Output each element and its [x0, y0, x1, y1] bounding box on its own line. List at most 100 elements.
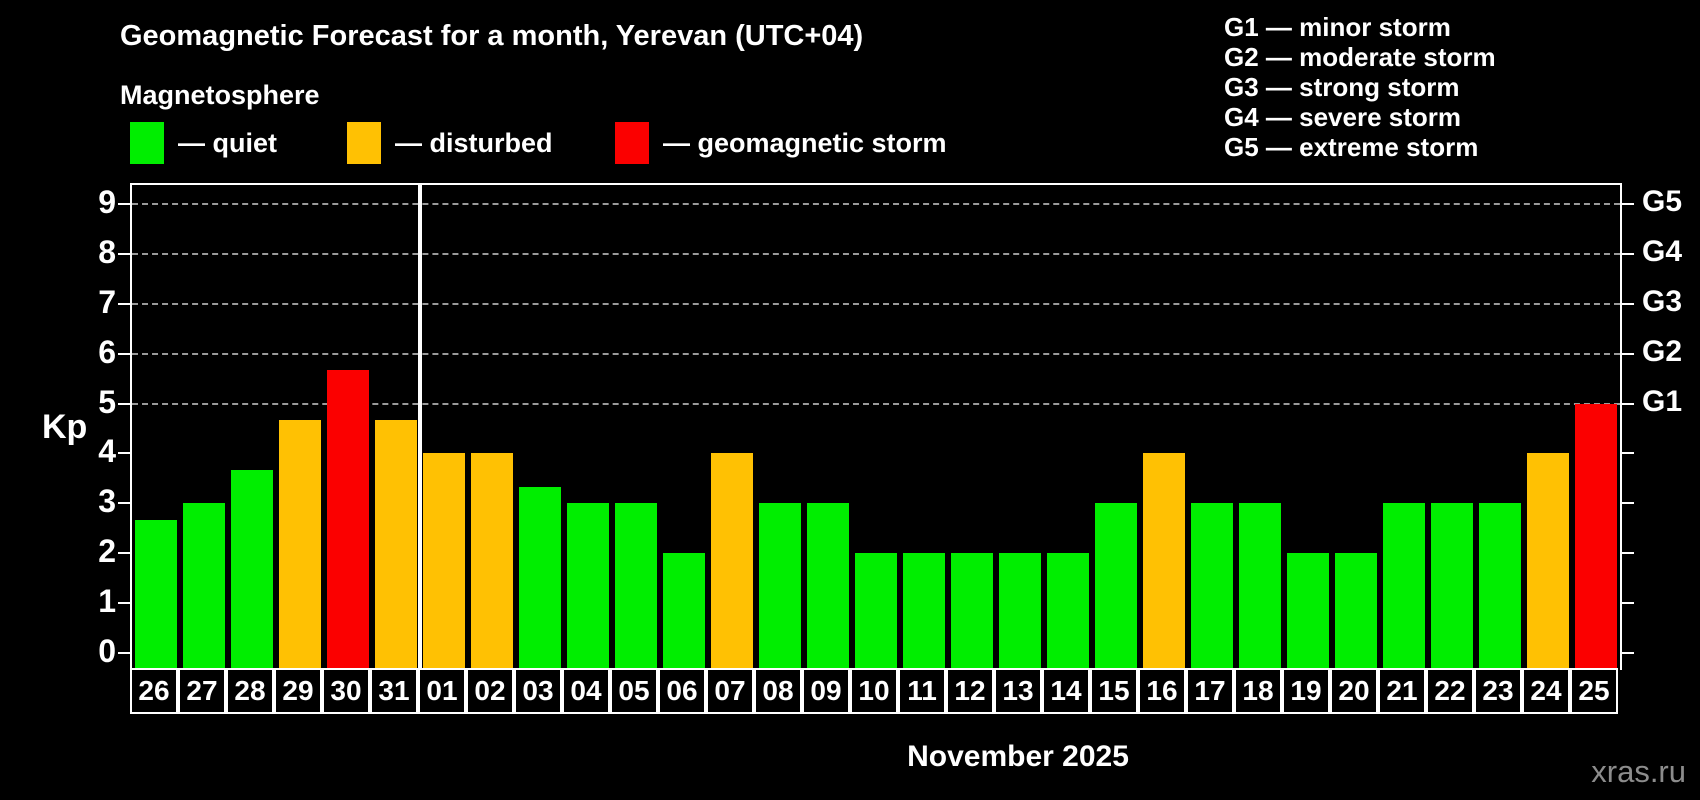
y-tick-label-1: 1: [98, 583, 116, 620]
day-label-04: 04: [562, 668, 610, 714]
day-label-23: 23: [1474, 668, 1522, 714]
kp-bar-day-04: [567, 503, 609, 670]
day-label-20: 20: [1330, 668, 1378, 714]
kp-bar-day-15: [1095, 503, 1137, 670]
kp-bar-day-09: [807, 503, 849, 670]
y-tick-label-3: 3: [98, 483, 116, 520]
gridline-kp-6: [132, 352, 1620, 355]
gridline-kp-7: [132, 302, 1620, 305]
kp-bar-day-05: [615, 503, 657, 670]
kp-bar-day-01: [423, 453, 465, 670]
kp-bar-day-30: [327, 370, 369, 670]
right-tick-kp-3: [1622, 502, 1634, 505]
right-axis-label-G1: G1: [1642, 384, 1683, 418]
kp-bar-day-10: [855, 553, 897, 670]
day-label-28: 28: [226, 668, 274, 714]
right-tick-kp-7: [1622, 302, 1634, 305]
month-separator-line: [418, 185, 422, 670]
kp-bar-day-13: [999, 553, 1041, 670]
right-tick-kp-8: [1622, 252, 1634, 255]
left-tick-kp-6: [118, 352, 130, 355]
gridline-kp-8: [132, 252, 1620, 255]
day-label-10: 10: [850, 668, 898, 714]
storm-color-swatch: [615, 122, 649, 164]
day-label-30: 30: [322, 668, 370, 714]
kp-bar-day-31: [375, 420, 417, 670]
kp-bar-day-26: [135, 519, 177, 670]
y-tick-label-0: 0: [98, 633, 116, 669]
kp-bar-day-19: [1287, 553, 1329, 670]
right-tick-kp-9: [1622, 203, 1634, 206]
kp-bar-day-07: [711, 453, 753, 670]
g2-legend-line: G2 — moderate storm: [1224, 42, 1496, 72]
left-tick-kp-1: [118, 602, 130, 605]
g3-legend-line: G3 — strong storm: [1224, 72, 1460, 102]
kp-bar-day-20: [1335, 553, 1377, 670]
day-label-06: 06: [658, 668, 706, 714]
kp-bar-day-23: [1479, 503, 1521, 670]
legend-item-quiet: — quiet: [130, 122, 277, 164]
legend-label-disturbed: — disturbed: [395, 127, 553, 158]
left-tick-kp-4: [118, 452, 130, 455]
kp-bar-day-28: [231, 469, 273, 670]
day-label-08: 08: [754, 668, 802, 714]
right-tick-kp-6: [1622, 352, 1634, 355]
day-label-12: 12: [946, 668, 994, 714]
kp-bar-day-21: [1383, 503, 1425, 670]
right-axis-label-G5: G5: [1642, 185, 1683, 219]
kp-bar-day-11: [903, 553, 945, 670]
day-label-09: 09: [802, 668, 850, 714]
day-label-27: 27: [178, 668, 226, 714]
left-tick-kp-7: [118, 302, 130, 305]
day-label-05: 05: [610, 668, 658, 714]
left-tick-kp-3: [118, 502, 130, 505]
right-tick-kp-0: [1622, 652, 1634, 654]
y-tick-label-5: 5: [98, 383, 116, 420]
day-label-19: 19: [1282, 668, 1330, 714]
day-label-21: 21: [1378, 668, 1426, 714]
day-label-11: 11: [898, 668, 946, 714]
day-label-25: 25: [1570, 668, 1618, 714]
y-tick-label-2: 2: [98, 533, 116, 570]
day-label-03: 03: [514, 668, 562, 714]
legend-item-storm: — geomagnetic storm: [615, 122, 947, 164]
left-tick-kp-2: [118, 552, 130, 555]
day-label-02: 02: [466, 668, 514, 714]
quiet-color-swatch: [130, 122, 164, 164]
g5-legend-line: G5 — extreme storm: [1224, 132, 1479, 162]
right-axis-label-G4: G4: [1642, 234, 1683, 268]
kp-bar-day-24: [1527, 453, 1569, 670]
y-tick-label-6: 6: [98, 333, 116, 370]
y-tick-label-7: 7: [98, 283, 116, 320]
right-axis-label-G2: G2: [1642, 334, 1683, 368]
kp-bar-day-25: [1575, 403, 1617, 670]
day-label-16: 16: [1138, 668, 1186, 714]
chart-title: Geomagnetic Forecast for a month, Yereva…: [120, 20, 864, 52]
gridline-kp-5: [132, 402, 1620, 405]
g-scale-legend: G1 — minor storm G2 — moderate storm G3 …: [1224, 12, 1496, 162]
day-label-31: 31: [370, 668, 418, 714]
x-axis-title: November 2025: [907, 740, 1129, 773]
gridline-kp-9: [132, 203, 1620, 206]
right-tick-kp-1: [1622, 602, 1634, 605]
kp-bar-day-17: [1191, 503, 1233, 670]
left-tick-kp-5: [118, 402, 130, 405]
right-tick-kp-4: [1622, 452, 1634, 455]
chart-subtitle: Magnetosphere: [120, 80, 320, 110]
plot-area: [118, 183, 1634, 670]
day-label-18: 18: [1234, 668, 1282, 714]
day-label-22: 22: [1426, 668, 1474, 714]
kp-bar-day-14: [1047, 553, 1089, 670]
right-tick-kp-5: [1622, 402, 1634, 405]
day-label-15: 15: [1090, 668, 1138, 714]
left-tick-kp-0: [118, 652, 130, 654]
y-tick-label-9: 9: [98, 184, 116, 221]
day-label-26: 26: [130, 668, 178, 714]
kp-bar-day-22: [1431, 503, 1473, 670]
disturbed-color-swatch: [347, 122, 381, 164]
legend-label-storm: — geomagnetic storm: [663, 127, 947, 158]
y-tick-label-4: 4: [98, 433, 116, 470]
y-axis-title: Kp: [42, 408, 88, 446]
day-label-13: 13: [994, 668, 1042, 714]
watermark: xras.ru: [1591, 754, 1686, 789]
